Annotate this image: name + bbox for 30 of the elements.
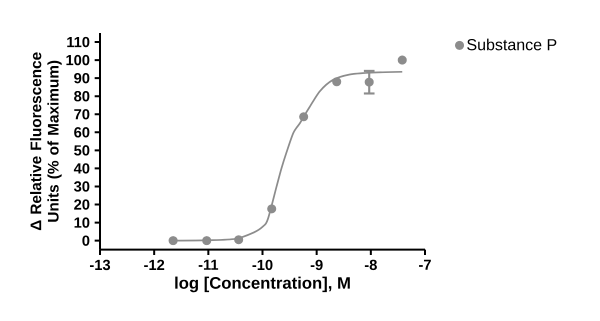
y-axis-title: Δ Relative Fluorescence Units (% of Maximum) [30,52,62,230]
y-tick-label: 70 [74,109,90,120]
y-tick-label: 60 [74,127,90,138]
y-tick-label: 80 [74,91,90,102]
x-tick-label: -7 [419,260,431,270]
x-tick-label: -12 [144,260,164,270]
point [234,235,244,244]
y-tick-label: 20 [74,199,90,210]
point [364,78,374,87]
point [332,77,342,86]
y-tick-label: 0 [82,235,90,246]
y-tick-label: 50 [74,145,90,156]
x-tick-label: -9 [310,260,323,270]
x-tick-label: -8 [364,260,377,270]
y-tick-label: 30 [74,181,90,192]
legend-label: Substance P [467,38,556,50]
x-tick-label: -13 [90,260,110,270]
point [299,112,308,122]
y-tick-label: 40 [74,163,90,174]
point [267,204,276,214]
x-tick-label: -10 [252,260,272,270]
point [398,56,407,65]
x-tick-label: -11 [198,260,218,270]
y-tick-label: 110 [67,36,90,48]
y-tick-label: 10 [74,217,90,228]
y-tick-label: 90 [74,72,90,84]
point [202,236,212,246]
point [168,236,178,246]
x-axis-title: log [Concentration], M [175,276,350,292]
y-tick-label: 100 [66,54,90,66]
